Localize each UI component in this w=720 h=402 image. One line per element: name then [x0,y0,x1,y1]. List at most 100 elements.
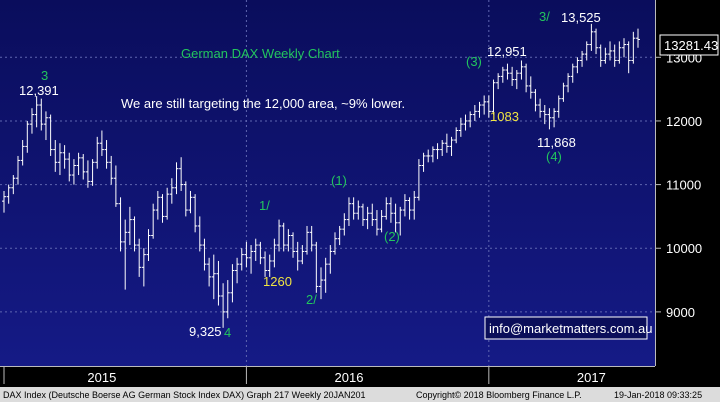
ohlc-bar [291,232,296,258]
wave-label-3: 3 [41,68,48,83]
wave-annotations: 312,391 9,325 4 1/1260 2/ (1) (2) (3) 12,951 1083… [19,9,601,340]
ohlc-bar [53,140,58,172]
contact-email: info@marketmatters.com.au [489,321,652,336]
ohlc-bar [356,200,361,220]
trough-label-11868: 11,868 [537,135,576,150]
ohlc-bar [486,95,491,118]
ohlc-bar [188,190,193,214]
ohlc-bar [370,203,375,226]
ohlc-bar [253,238,258,261]
ohlc-bar [416,159,421,201]
ohlc-bar [552,108,557,128]
y-tick-label-11000: 11000 [666,178,701,193]
x-label-2016: 2016 [335,370,364,385]
wave-label-paren-2: (2) [384,229,400,244]
ohlc-bar [179,157,184,191]
ohlc-bar [258,241,263,265]
ohlc-bar [608,41,613,61]
ohlc-bar [39,98,44,131]
ohlc-bar [542,105,547,125]
ohlc-bar [468,111,473,128]
wave-label-1: 1/ [259,198,270,213]
footer-source: DAX Index (Deutsche Boerse AG German Sto… [3,390,366,400]
footer-copyright: Copyright© 2018 Bloomberg Finance L.P. [416,390,582,400]
ohlc-bar [575,57,580,74]
ohlc-bar [346,197,351,226]
ohlc-bar [235,257,240,284]
ohlc-bar [183,181,188,217]
ohlc-bar [421,152,426,172]
ohlc-bar [202,238,207,271]
ohlc-bar [351,197,356,220]
ohlc-bar [57,143,62,176]
peak-label-12391: 12,391 [19,83,59,98]
ohlc-bar [626,41,631,74]
ohlc-bar [538,98,543,118]
ohlc-bar [15,155,20,185]
ohlc-bar [85,160,90,188]
ohlc-bar [300,245,305,265]
ohlc-bar [402,194,407,217]
ohlc-bar [76,152,81,176]
ohlc-bar [277,219,282,252]
ohlc-bar [426,149,431,163]
wave-label-3-slash: 3/ [539,9,550,24]
ohlc-bar [612,44,617,67]
ohlc-bar [127,206,132,246]
ohlc-bar [365,206,370,230]
ohlc-bar [249,245,254,274]
x-label-2015: 2015 [87,370,116,385]
price-bars [2,23,640,328]
ohlc-bar [29,108,34,134]
ohlc-bar [533,89,538,112]
y-tick-label-9000: 9000 [666,305,695,320]
wave-label-paren-4: (4) [546,149,562,164]
ohlc-bar [99,130,104,156]
ohlc-bar [141,248,146,287]
ohlc-bar [295,241,300,271]
ohlc-bar [584,41,589,61]
box-count-1260: 1260 [263,274,292,289]
footer-bar [0,387,720,402]
peak-label-12951: 12,951 [487,44,527,59]
ohlc-bar [580,50,585,67]
ohlc-bar [594,28,599,55]
ohlc-bar [482,95,487,115]
ohlc-bar [146,229,151,261]
ohlc-bar [323,257,328,293]
ohlc-bar [2,190,6,213]
box-count-1083: 1083 [490,109,519,124]
ohlc-bar [631,31,636,64]
ohlc-bar [524,63,529,93]
ohlc-bar [407,197,412,220]
ohlc-bar [388,197,393,223]
ohlc-bar [216,260,221,306]
last-price-label: 13281.43 [664,38,718,53]
ohlc-bar [309,225,314,252]
ohlc-bar [430,146,435,163]
ohlc-bar [239,248,244,271]
ohlc-bar [62,145,67,169]
ohlc-bar [151,203,156,239]
peak-label-13525: 13,525 [561,10,601,25]
ohlc-bar [328,245,333,274]
last-price-box [659,34,719,56]
ohlc-bar [556,95,561,118]
ohlc-bar [454,127,459,144]
ohlc-bar [113,165,118,207]
ohlc-bar [379,210,384,233]
ohlc-bar [267,254,272,277]
ohlc-bar [281,222,286,252]
ohlc-bar [95,136,100,169]
ohlc-bar [440,140,445,156]
ohlc-bar [132,216,137,252]
ohlc-bar [500,66,505,83]
ohlc-bar [67,152,72,182]
chart-title: German DAX Weekly Chart [181,46,340,61]
ohlc-bar [570,63,575,83]
ohlc-bar [617,41,622,64]
ohlc-bar [514,70,519,90]
ohlc-bar [384,197,389,220]
